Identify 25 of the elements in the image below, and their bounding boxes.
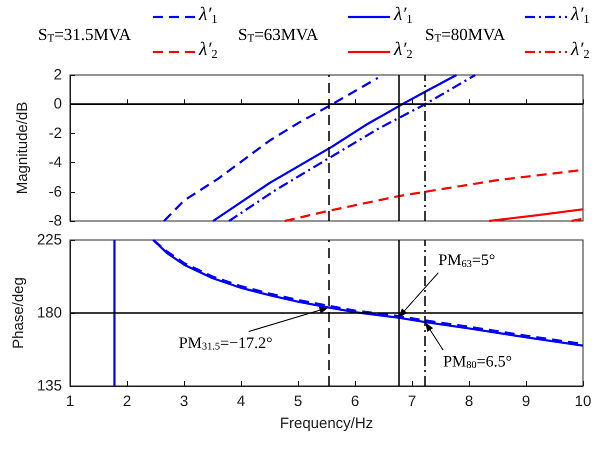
x-axis-title: Frequency/Hz: [280, 415, 374, 432]
y-tick-label: -6: [48, 183, 62, 200]
y-tick-label: 135: [36, 378, 62, 394]
y-axis-title: Magnitude/dB: [14, 102, 31, 194]
text: ST=63MVA: [238, 25, 319, 44]
x-tick-label: 9: [522, 393, 530, 410]
text: ST=80MVA: [425, 25, 506, 44]
x-tick-label: 7: [408, 393, 416, 410]
y-tick-label: 225: [36, 232, 62, 248]
x-tick-label: 3: [180, 393, 188, 410]
x-tick-label: 1: [66, 393, 74, 410]
x-tick-label: 2: [122, 393, 132, 410]
y-tick-label: -2: [48, 124, 62, 142]
y-tick-label: 2: [54, 66, 62, 84]
y-axis-title: Phase/deg: [10, 277, 28, 349]
x-tick-label: 10: [574, 393, 592, 410]
x-tick-label: 4: [236, 393, 246, 410]
x-tick-label: 8: [464, 393, 474, 410]
y-tick-label: -4: [48, 154, 62, 172]
y-tick-label: -8: [48, 212, 62, 230]
y-tick-label: 180: [36, 304, 62, 322]
text: ST=31.5MVA: [38, 25, 132, 44]
y-tick-label: 0: [54, 96, 62, 113]
x-tick-label: 5: [294, 393, 302, 410]
x-tick-label: 6: [350, 393, 360, 410]
